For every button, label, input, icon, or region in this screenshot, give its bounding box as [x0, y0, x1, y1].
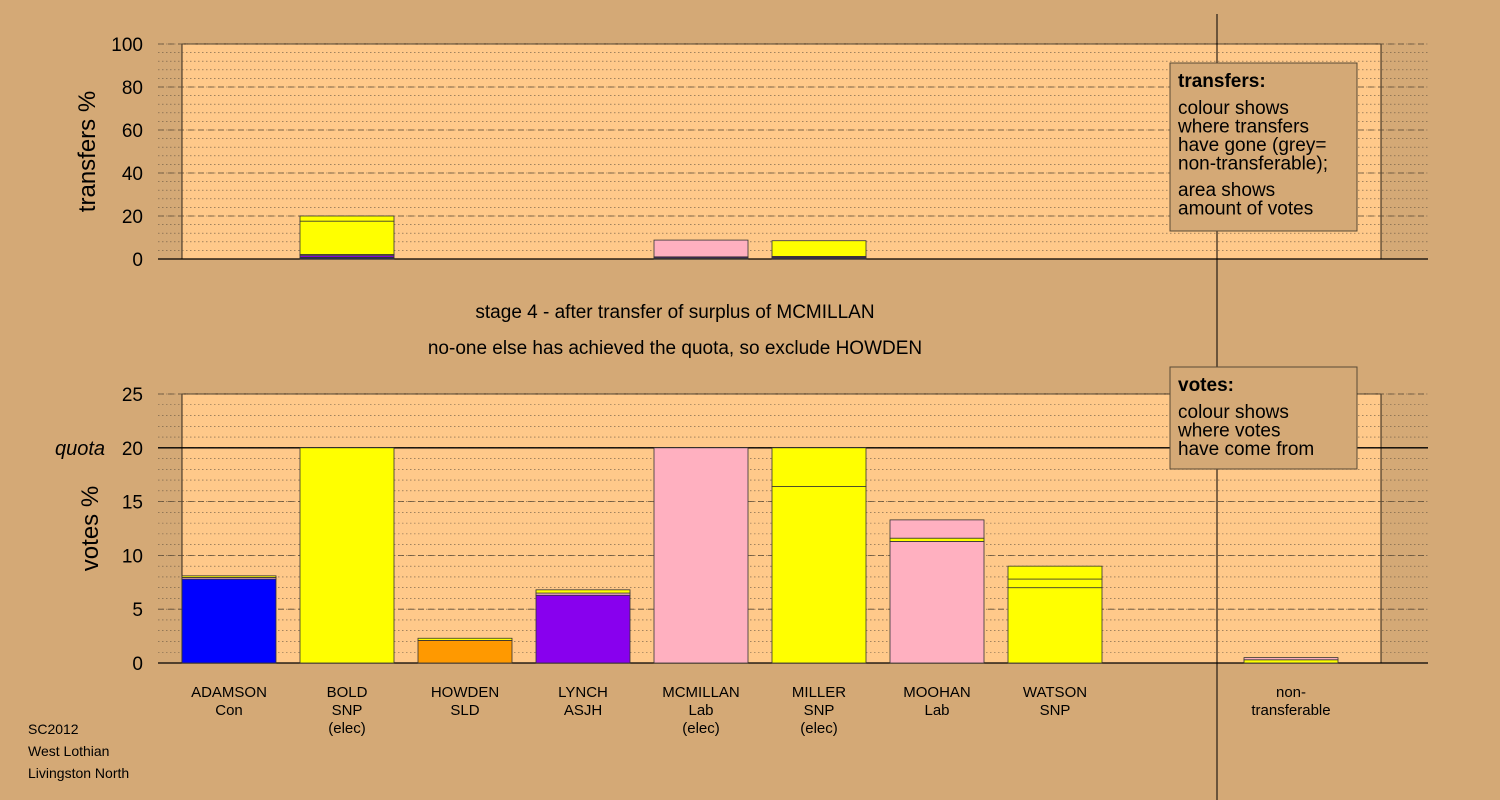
votes-bar-segment: [417, 637, 513, 641]
transfers-tick-label: 80: [122, 78, 143, 99]
category-label: HOWDEN: [431, 684, 499, 701]
category-label: LYNCH: [558, 684, 608, 701]
transfers-tick-label: 0: [132, 250, 143, 271]
category-label: (elec): [800, 720, 838, 737]
transfers-legend-text: amount of votes: [1178, 199, 1313, 220]
stage-title: stage 4 - after transfer of surplus of M…: [475, 302, 874, 323]
footer-election: SC2012: [28, 721, 79, 737]
votes-tick-label: 15: [122, 493, 143, 514]
category-label: (elec): [328, 720, 366, 737]
category-label: WATSON: [1023, 684, 1087, 701]
transfers-tick-label: 20: [122, 207, 143, 228]
footer-council: West Lothian: [28, 743, 109, 759]
transfers-tick-label: 40: [122, 164, 143, 185]
transfers-bar-segment: [299, 215, 395, 222]
votes-bar-segment: [1007, 565, 1103, 580]
category-label: SLD: [450, 702, 479, 719]
votes-bar-segment: [1243, 659, 1339, 664]
votes-bar-segment: [299, 447, 395, 664]
category-label: SNP: [332, 702, 363, 719]
votes-legend-text: colour shows: [1178, 402, 1289, 423]
votes-tick-label: 10: [122, 546, 143, 567]
transfers-legend-box: [1169, 62, 1358, 232]
votes-bar-segment: [889, 537, 985, 542]
transfers-bar-segment: [771, 240, 867, 257]
votes-bar-segment: [535, 589, 631, 594]
category-label: ASJH: [564, 702, 602, 719]
transfers-legend-text: where transfers: [1177, 117, 1309, 138]
transfers-bar-segment: [299, 220, 395, 255]
votes-tick-label: 20: [122, 439, 143, 460]
category-label: MOOHAN: [903, 684, 971, 701]
votes-bar-segment: [889, 519, 985, 539]
category-label: ADAMSON: [191, 684, 267, 701]
transfers-tick-label: 100: [111, 35, 143, 56]
transfers-legend-text: area shows: [1178, 180, 1275, 201]
transfers-legend-title: transfers:: [1178, 71, 1266, 92]
footer-ward: Livingston North: [28, 765, 129, 781]
category-label: transferable: [1251, 702, 1330, 719]
transfers-bar-segment: [653, 239, 749, 258]
votes-legend-text: where votes: [1177, 421, 1280, 442]
category-label: MCMILLAN: [662, 684, 740, 701]
votes-bar-segment: [1243, 657, 1339, 661]
category-label: BOLD: [327, 684, 368, 701]
transfers-legend-text: non-transferable);: [1178, 154, 1328, 175]
transfers-legend-text: have gone (grey=: [1178, 135, 1326, 156]
transfers-legend-text: colour shows: [1178, 98, 1289, 119]
votes-bar-segment: [535, 594, 631, 664]
transfers-tick-label: 60: [122, 121, 143, 142]
category-label: SNP: [1040, 702, 1071, 719]
category-label: SNP: [804, 702, 835, 719]
category-label: Con: [215, 702, 243, 719]
transfers-y-axis-label: transfers %: [74, 91, 101, 212]
votes-legend-box: [1169, 366, 1358, 470]
votes-bar-segment: [417, 640, 513, 664]
votes-tick-label: 5: [132, 600, 143, 621]
votes-tick-label: 25: [122, 385, 143, 406]
quota-label: quota: [55, 438, 105, 460]
category-label: MILLER: [792, 684, 846, 701]
votes-bar-segment: [771, 486, 867, 664]
category-label: non-: [1276, 684, 1306, 701]
category-label: Lab: [924, 702, 949, 719]
votes-bar-segment: [1007, 578, 1103, 589]
stage-subtitle: no-one else has achieved the quota, so e…: [428, 338, 922, 359]
votes-bar-segment: [181, 578, 277, 664]
votes-bar-segment: [1007, 587, 1103, 664]
category-label: (elec): [682, 720, 720, 737]
category-label: Lab: [688, 702, 713, 719]
votes-legend-title: votes:: [1178, 375, 1234, 396]
votes-bar-segment: [653, 447, 749, 664]
votes-tick-label: 0: [132, 654, 143, 675]
votes-bar-segment: [889, 541, 985, 664]
votes-bar-segment: [181, 575, 277, 578]
votes-legend-text: have come from: [1178, 439, 1314, 460]
votes-bar-segment: [771, 447, 867, 487]
votes-y-axis-label: votes %: [77, 486, 104, 571]
